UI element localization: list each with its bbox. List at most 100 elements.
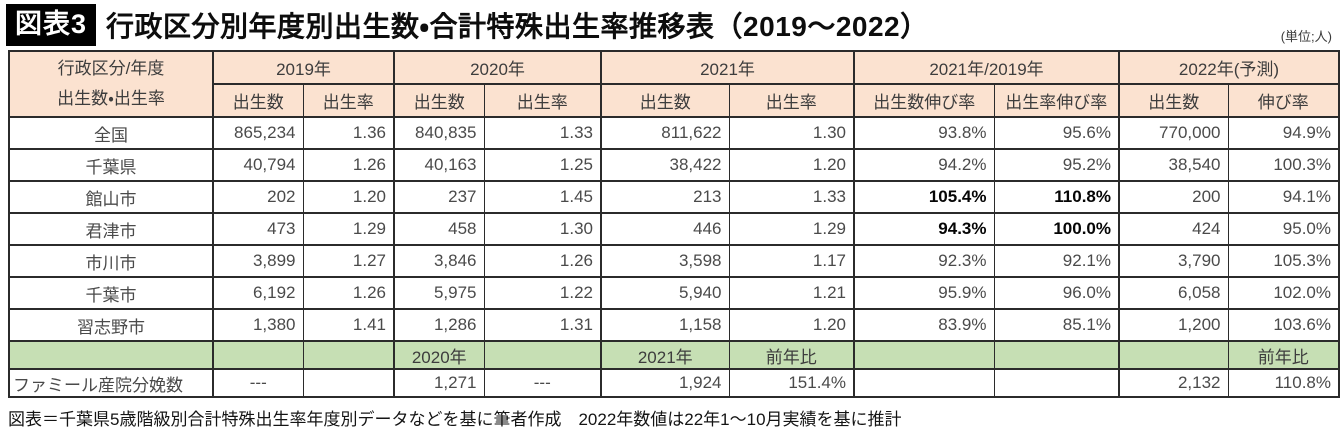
corner-header-cell: 行政区分/年度 出生数・出生率 [8, 50, 214, 118]
table-cell [853, 340, 995, 370]
table-cell: --- [483, 368, 602, 398]
row-label: ファミール産院分娩数 [8, 368, 214, 398]
table-cell: 1.25 [483, 148, 602, 182]
table-cell: 5,975 [393, 276, 485, 310]
table-cell: 865,234 [212, 116, 304, 150]
clinic-row: ファミール産院分娩数 --- 1,271 --- 1,924 151.4% 2,132 110… [8, 368, 1340, 398]
birth-stats-table: 行政区分/年度 出生数・出生率 2019年 2020年 2021年 2021年/… [8, 50, 1340, 398]
table-cell: 1.30 [728, 116, 855, 150]
table-cell: 1.26 [302, 276, 395, 310]
table-cell [302, 340, 395, 370]
table-cell: 1.33 [483, 116, 602, 150]
table-cell: 95.2% [993, 148, 1120, 182]
data-row: 全国 865,234 1.36 840,835 1.33 811,622 1.30 93.8%… [8, 116, 1340, 150]
data-row: 千葉市 6,192 1.26 5,975 1.22 5,940 1.21 95.9% 96.0%… [8, 276, 1340, 310]
col-group-2020: 2020年 [393, 50, 602, 85]
table-cell: 202 [212, 180, 304, 214]
col-header-2020-rate: 出生率 [483, 83, 602, 118]
row-label: 市川市 [8, 244, 214, 278]
source-note: 図表＝千葉県5歳階級別合計特殊出生率年度別データなどを基に筆者作成 2022年数… [8, 410, 902, 429]
table-cell [1118, 340, 1229, 370]
table-cell: 1.26 [483, 244, 602, 278]
table-cell: 95.6% [993, 116, 1120, 150]
table-cell: 2021年 [600, 340, 730, 370]
table-cell: 1.29 [302, 212, 395, 246]
data-row: 市川市 3,899 1.27 3,846 1.26 3,598 1.17 92.3% 92.1%… [8, 244, 1340, 278]
table-cell: 3,598 [600, 244, 730, 278]
table-cell: 100.0% [993, 212, 1120, 246]
table-cell: 110.8% [993, 180, 1120, 214]
table-cell: 95.0% [1227, 212, 1340, 246]
table-cell: 前年比 [1227, 340, 1340, 370]
table-cell: 1.20 [728, 148, 855, 182]
table-cell: 3,846 [393, 244, 485, 278]
table-cell [302, 368, 395, 398]
row-label: 君津市 [8, 212, 214, 246]
table-cell: 2,132 [1118, 368, 1229, 398]
table-cell: 5,940 [600, 276, 730, 310]
table-cell: 770,000 [1118, 116, 1229, 150]
table-cell [212, 340, 304, 370]
col-header-2019-births: 出生数 [212, 83, 304, 118]
table-cell: 1,380 [212, 308, 304, 342]
table-cell: 6,192 [212, 276, 304, 310]
table-cell: 811,622 [600, 116, 730, 150]
table-body: 全国 865,234 1.36 840,835 1.33 811,622 1.30 93.8%… [8, 116, 1340, 398]
table-cell [993, 368, 1120, 398]
table-cell: 200 [1118, 180, 1229, 214]
table-cell: 40,163 [393, 148, 485, 182]
header-row-years: 行政区分/年度 出生数・出生率 2019年 2020年 2021年 2021年/… [8, 50, 1340, 118]
data-row: 千葉県 40,794 1.26 40,163 1.25 38,422 1.20 94.2% 95… [8, 148, 1340, 182]
table-cell: 38,422 [600, 148, 730, 182]
table-cell: 1.17 [728, 244, 855, 278]
unit-note: (単位;人) [1280, 29, 1332, 44]
table-cell [483, 340, 602, 370]
col-header-2022-births: 出生数 [1118, 83, 1229, 118]
table-cell: 6,058 [1118, 276, 1229, 310]
table-cell: 1,271 [393, 368, 485, 398]
table-cell: 94.3% [853, 212, 995, 246]
table-cell: 1.22 [483, 276, 602, 310]
table-cell: 102.0% [1227, 276, 1340, 310]
table-cell: 424 [1118, 212, 1229, 246]
table-cell: 92.1% [993, 244, 1120, 278]
table-cell: 40,794 [212, 148, 304, 182]
table-cell: 1.41 [302, 308, 395, 342]
table-cell: 1,924 [600, 368, 730, 398]
table-cell: 93.8% [853, 116, 995, 150]
year-band-row: 2020年 2021年 前年比 前年比 [8, 340, 1340, 370]
header-row-measures: 出生数 出生率 出生数 出生率 出生数 出生率 出生数伸び率 出生率伸び率 出生… [9, 83, 1340, 118]
table-cell: 1.30 [483, 212, 602, 246]
col-group-2019: 2019年 [212, 50, 395, 85]
table-cell: 237 [393, 180, 485, 214]
figure-number-badge: 図表3 [6, 4, 97, 46]
table-cell: 151.4% [728, 368, 855, 398]
table-cell: 213 [600, 180, 730, 214]
table-cell: 83.9% [853, 308, 995, 342]
row-label: 全国 [8, 116, 214, 150]
table-cell: 1.27 [302, 244, 395, 278]
table-cell: 1.20 [728, 308, 855, 342]
row-label: 千葉市 [8, 276, 214, 310]
table-cell: 95.9% [853, 276, 995, 310]
table-cell: 1,158 [600, 308, 730, 342]
table-cell: 473 [212, 212, 304, 246]
table-cell: 1.31 [483, 308, 602, 342]
row-label: 千葉県 [8, 148, 214, 182]
row-label: 習志野市 [8, 308, 214, 342]
table-cell: 85.1% [993, 308, 1120, 342]
title-bar: 図表3 行政区分別年度別出生数・合計特殊出生率推移表（2019～2022） (単… [0, 0, 1340, 48]
page-title: 行政区分別年度別出生数・合計特殊出生率推移表（2019～2022） [106, 11, 929, 42]
table-cell: 96.0% [993, 276, 1120, 310]
table-cell: 1.21 [728, 276, 855, 310]
table-cell: 前年比 [728, 340, 855, 370]
data-row: 君津市 473 1.29 458 1.30 446 1.29 94.3% 100.0% 424 95… [8, 212, 1340, 246]
table-cell: 94.1% [1227, 180, 1340, 214]
corner-header-line2: 出生数・出生率 [57, 89, 165, 108]
table-cell: 1.45 [483, 180, 602, 214]
table-cell: 2020年 [393, 340, 485, 370]
table-cell: 1.36 [302, 116, 395, 150]
col-header-rate-growth: 出生率伸び率 [993, 83, 1120, 118]
table-cell: 1.26 [302, 148, 395, 182]
